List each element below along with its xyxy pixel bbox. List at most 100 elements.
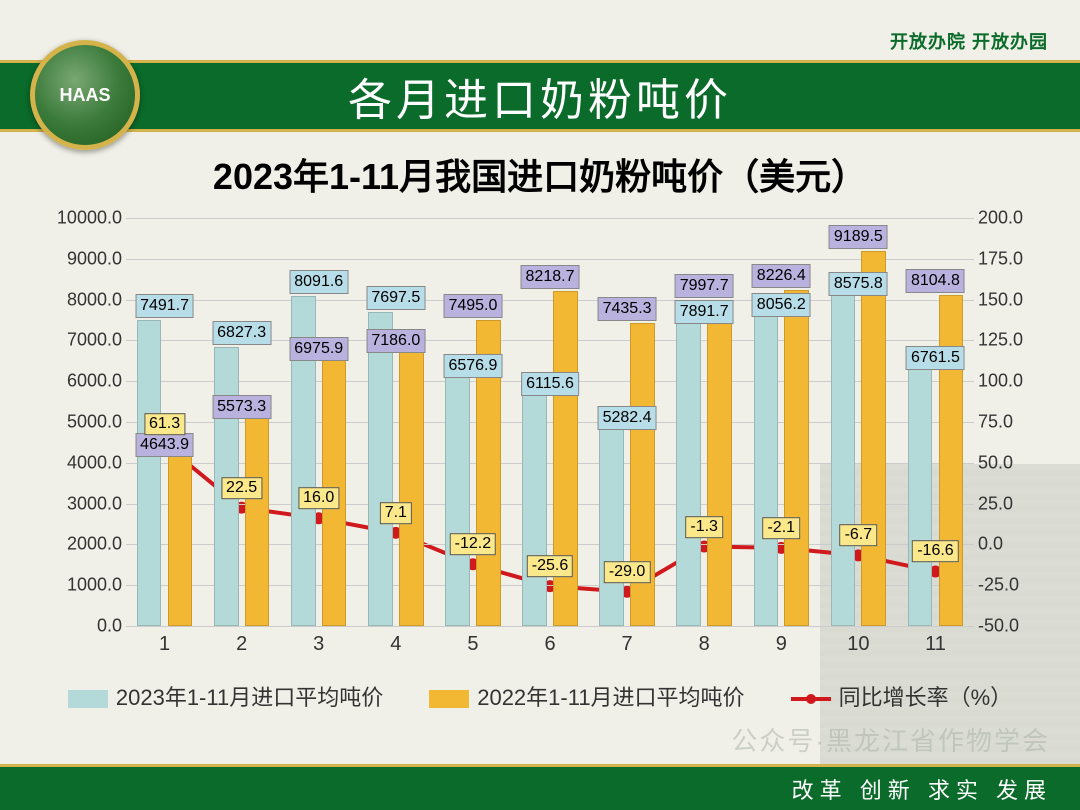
y-right-tick: 100.0 xyxy=(978,371,1038,392)
growth-label: 16.0 xyxy=(298,487,339,509)
bar-2022 xyxy=(245,399,270,626)
x-tick: 4 xyxy=(390,633,401,656)
growth-label: -25.6 xyxy=(527,555,573,577)
y-right-tick: 200.0 xyxy=(978,208,1038,229)
y-right-tick: 175.0 xyxy=(978,248,1038,269)
bar-2022 xyxy=(707,300,732,626)
y-right-tick: 125.0 xyxy=(978,330,1038,351)
x-tick: 10 xyxy=(847,633,869,656)
growth-label: -16.6 xyxy=(912,541,958,563)
bar-2022 xyxy=(939,295,964,626)
y-right-tick: 0.0 xyxy=(978,534,1038,555)
growth-label: 61.3 xyxy=(144,414,185,436)
footer-bar: 改革 创新 求实 发展 xyxy=(0,764,1080,810)
haas-logo: HAAS xyxy=(30,40,140,150)
value-label-2022: 6975.9 xyxy=(289,337,348,361)
y-left-tick: 3000.0 xyxy=(42,493,122,514)
x-tick: 7 xyxy=(622,633,633,656)
plot-area: 4643.9 7491.7 61.3 5573.3 6827.3 22.5 6975.9 80… xyxy=(126,218,974,626)
x-tick: 8 xyxy=(699,633,710,656)
bar-2023 xyxy=(599,410,624,626)
logo-text: HAAS xyxy=(59,85,110,106)
growth-label: -6.7 xyxy=(840,525,878,547)
legend: 2023年1-11月进口平均吨价 2022年1-11月进口平均吨价 同比增长率（… xyxy=(0,680,1080,712)
value-label-2023: 7891.7 xyxy=(675,300,734,324)
y-right-tick: 50.0 xyxy=(978,452,1038,473)
value-label-2023: 6827.3 xyxy=(212,321,271,345)
bar-2023 xyxy=(368,312,393,626)
y-left-tick: 10000.0 xyxy=(42,208,122,229)
bar-2023 xyxy=(754,297,779,626)
legend-label-growth: 同比增长率（%） xyxy=(839,685,1013,710)
x-tick: 5 xyxy=(467,633,478,656)
x-tick: 3 xyxy=(313,633,324,656)
value-label-2022: 5573.3 xyxy=(212,395,271,419)
y-right-tick: 25.0 xyxy=(978,493,1038,514)
value-label-2022: 7435.3 xyxy=(598,297,657,321)
value-label-2023: 6576.9 xyxy=(443,354,502,378)
value-label-2023: 7697.5 xyxy=(366,286,425,310)
growth-label: 22.5 xyxy=(221,477,262,499)
header-title: 各月进口奶粉吨价 xyxy=(348,64,732,128)
y-left-tick: 6000.0 xyxy=(42,371,122,392)
bar-2022 xyxy=(784,290,809,626)
value-label-2023: 8091.6 xyxy=(289,270,348,294)
x-tick: 1 xyxy=(159,633,170,656)
legend-swatch-2023 xyxy=(68,690,108,708)
legend-growth: 同比增长率（%） xyxy=(791,680,1013,712)
y-left-tick: 2000.0 xyxy=(42,534,122,555)
y-left-tick: 0.0 xyxy=(42,616,122,637)
value-label-2022: 7186.0 xyxy=(366,329,425,353)
top-right-slogan: 开放办院 开放办园 xyxy=(890,28,1048,54)
value-label-2023: 8575.8 xyxy=(829,272,888,296)
value-label-2023: 5282.4 xyxy=(598,406,657,430)
bar-2023 xyxy=(522,376,547,626)
bar-2023 xyxy=(831,276,856,626)
y-left-tick: 4000.0 xyxy=(42,452,122,473)
bar-2022 xyxy=(861,251,886,626)
legend-swatch-growth xyxy=(791,697,831,701)
legend-label-2023: 2023年1-11月进口平均吨价 xyxy=(116,685,383,710)
y-left-tick: 7000.0 xyxy=(42,330,122,351)
bar-2023 xyxy=(445,358,470,626)
legend-2022: 2022年1-11月进口平均吨价 xyxy=(429,680,744,712)
bar-2022 xyxy=(322,341,347,626)
x-tick: 11 xyxy=(925,633,946,656)
value-label-2022: 7997.7 xyxy=(675,274,734,298)
bar-2023 xyxy=(137,320,162,626)
y-left-tick: 9000.0 xyxy=(42,248,122,269)
bar-2022 xyxy=(168,437,193,626)
value-label-2023: 8056.2 xyxy=(752,293,811,317)
growth-label: -1.3 xyxy=(685,516,723,538)
x-tick: 9 xyxy=(776,633,787,656)
y-left-tick: 1000.0 xyxy=(42,575,122,596)
value-label-2023: 7491.7 xyxy=(135,294,194,318)
value-label-2023: 6761.5 xyxy=(906,346,965,370)
value-label-2022: 8226.4 xyxy=(752,264,811,288)
legend-label-2022: 2022年1-11月进口平均吨价 xyxy=(477,685,744,710)
legend-2023: 2023年1-11月进口平均吨价 xyxy=(68,680,383,712)
bar-2023 xyxy=(908,350,933,626)
bar-2023 xyxy=(676,304,701,626)
y-right-tick: 150.0 xyxy=(978,289,1038,310)
header-bar: 各月进口奶粉吨价 xyxy=(0,60,1080,132)
legend-swatch-2022 xyxy=(429,690,469,708)
growth-label: 7.1 xyxy=(380,502,412,524)
growth-label: -29.0 xyxy=(604,561,650,583)
value-label-2022: 8104.8 xyxy=(906,269,965,293)
y-right-tick: 75.0 xyxy=(978,412,1038,433)
chart-container: 4643.97491.761.35573.36827.322.56975.980… xyxy=(36,208,1044,662)
x-tick: 6 xyxy=(544,633,555,656)
chart-subtitle: 2023年1-11月我国进口奶粉吨价（美元） xyxy=(0,148,1080,200)
value-label-2022: 8218.7 xyxy=(521,265,580,289)
y-left-tick: 8000.0 xyxy=(42,289,122,310)
y-right-tick: -25.0 xyxy=(978,575,1038,596)
bar-2022 xyxy=(399,333,424,626)
growth-label: -2.1 xyxy=(762,517,800,539)
value-label-2022: 9189.5 xyxy=(829,225,888,249)
y-right-tick: -50.0 xyxy=(978,616,1038,637)
value-label-2022: 4643.9 xyxy=(135,433,194,457)
watermark: 公众号·黑龙江省作物学会 xyxy=(731,721,1050,758)
y-left-tick: 5000.0 xyxy=(42,412,122,433)
footer-text: 改革 创新 求实 发展 xyxy=(792,773,1052,805)
